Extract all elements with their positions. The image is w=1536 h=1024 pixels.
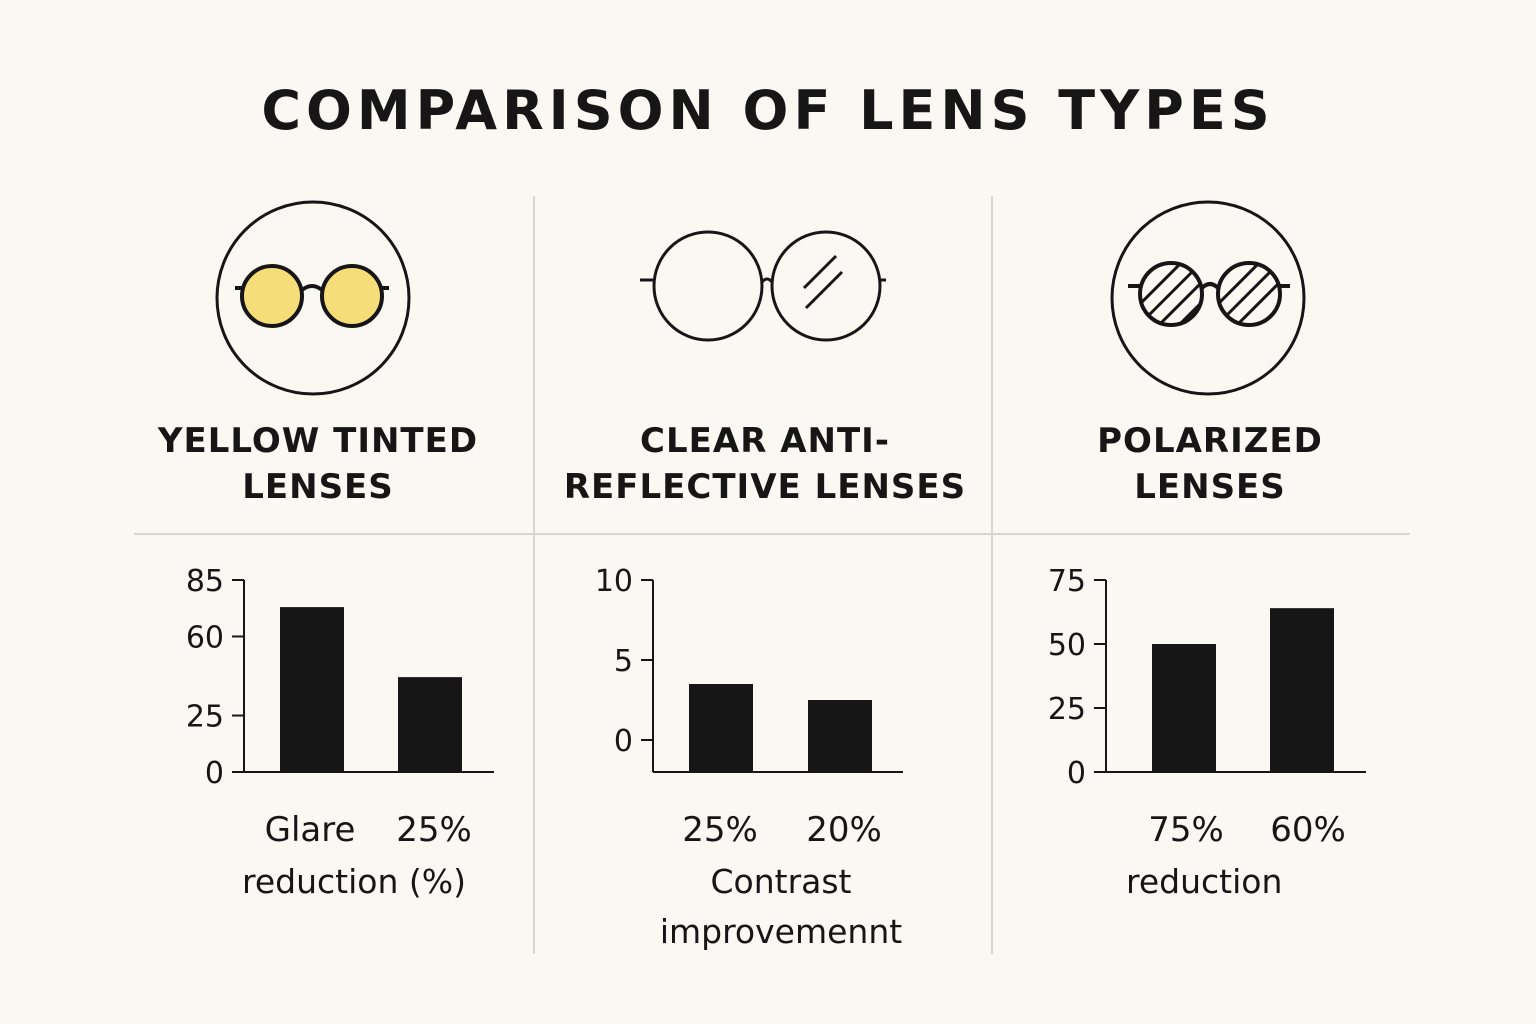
bar-label: Glare <box>264 810 356 850</box>
chart-caption-line: improvemennt <box>659 912 903 951</box>
bar <box>1270 608 1334 772</box>
panel-title-line: LENSES <box>242 467 394 507</box>
clear-glasses-icon <box>640 230 886 342</box>
panel-title-line: LENSES <box>1134 467 1286 507</box>
panel-title-polarized: POLARIZED LENSES <box>980 418 1440 510</box>
bar-label: 75% <box>1148 810 1224 850</box>
bar <box>1152 644 1216 772</box>
y-tick-label: 50 <box>1048 628 1086 663</box>
panel-title-line: YELLOW TINTED <box>157 421 479 461</box>
bar <box>398 677 462 772</box>
y-tick-label: 75 <box>1048 564 1086 599</box>
polarized-glasses-icon <box>1110 200 1306 396</box>
chart-caption: Contrast improvemennt <box>646 857 916 957</box>
y-tick-label: 5 <box>614 644 633 679</box>
row-divider <box>134 533 1410 535</box>
y-tick-label: 60 <box>186 620 224 655</box>
y-tick-label: 0 <box>1067 756 1086 791</box>
bar <box>280 607 344 772</box>
y-tick-label: 10 <box>595 564 633 599</box>
column-divider-1 <box>533 196 535 954</box>
y-tick-label: 25 <box>1048 692 1086 727</box>
panel-title-yellow: YELLOW TINTED LENSES <box>88 418 548 510</box>
y-tick-label: 0 <box>614 724 633 759</box>
chart-caption: reduction <box>1126 862 1283 901</box>
column-divider-2 <box>991 196 993 954</box>
y-tick-label: 0 <box>205 756 224 791</box>
y-tick-label: 25 <box>186 700 224 735</box>
bar-label: 20% <box>806 810 882 850</box>
bar-label: 25% <box>682 810 758 850</box>
page-title: COMPARISON OF LENS TYPES <box>261 79 1275 142</box>
panel-title-line: POLARIZED <box>1097 421 1323 461</box>
y-tick-label: 85 <box>186 564 224 599</box>
bar-label: 25% <box>396 810 472 850</box>
panel-title-line: CLEAR ANTI- <box>640 421 890 461</box>
yellow-tinted-glasses-icon <box>215 200 411 396</box>
bar-label: 60% <box>1270 810 1346 850</box>
chart-caption-line: Contrast <box>710 862 852 901</box>
panel-title-clear: CLEAR ANTI- REFLECTIVE LENSES <box>535 418 995 510</box>
bar <box>689 684 753 772</box>
chart-caption: reduction (%) <box>242 862 466 901</box>
bar <box>808 700 872 772</box>
panel-title-line: REFLECTIVE LENSES <box>563 467 967 507</box>
